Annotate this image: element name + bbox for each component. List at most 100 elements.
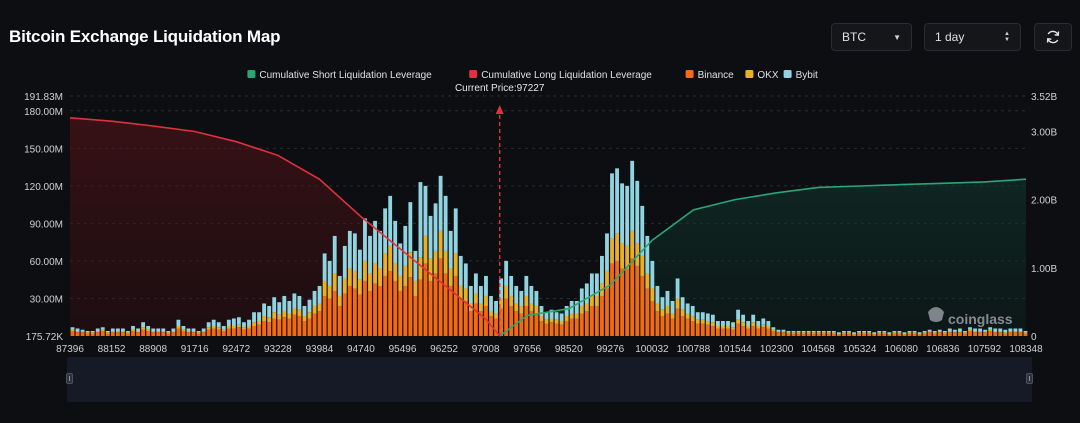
bar-okx <box>917 333 922 335</box>
bar-binance <box>710 325 715 336</box>
bar-bybit <box>292 293 297 309</box>
cumulative-areas <box>70 117 1026 336</box>
bar-bybit <box>887 332 892 334</box>
bar-bybit <box>1018 328 1023 331</box>
bar-bybit <box>907 330 912 333</box>
bar-bybit <box>332 235 337 274</box>
x-axis-tick-label: 93228 <box>264 344 292 355</box>
range-navigator[interactable] <box>66 357 1033 402</box>
bar-binance <box>700 323 705 336</box>
bar-bybit <box>645 235 650 274</box>
refresh-icon <box>1046 30 1060 44</box>
bar-bybit <box>463 263 468 289</box>
bar-bybit <box>161 328 166 331</box>
bar-binance <box>857 333 862 336</box>
bar-okx <box>645 273 650 289</box>
bar-okx <box>257 320 261 325</box>
bar-bybit <box>635 180 640 244</box>
bar-bybit <box>675 278 680 299</box>
bar-okx <box>791 332 796 334</box>
navigator-right-handle[interactable] <box>1026 373 1033 384</box>
bar-okx <box>776 330 781 333</box>
x-axis-tick-label: 91716 <box>181 344 209 355</box>
range-select[interactable]: 1 day ▲ ▼ <box>924 23 1021 51</box>
bar-bybit <box>473 273 478 294</box>
bar-binance <box>297 315 302 336</box>
bar-okx <box>660 309 665 316</box>
bar-bybit <box>867 330 872 333</box>
bar-binance <box>539 320 544 336</box>
bar-binance <box>721 328 725 336</box>
bar-okx <box>519 305 524 314</box>
bar-binance <box>574 318 579 336</box>
bar-bybit <box>363 218 367 261</box>
bar-bybit <box>90 330 95 333</box>
bar-binance <box>1008 332 1013 336</box>
bar-binance <box>403 285 408 336</box>
bar-bybit <box>630 160 635 231</box>
bar-binance <box>852 334 856 336</box>
bar-bybit <box>726 320 730 326</box>
bar-okx <box>403 265 408 286</box>
bar-series <box>70 160 1028 336</box>
bar-okx <box>201 330 206 333</box>
bar-bybit <box>231 318 236 326</box>
x-axis-tick-label: 88908 <box>139 344 167 355</box>
bar-bybit <box>857 330 862 333</box>
bar-bybit <box>736 309 740 320</box>
bar-binance <box>937 332 942 336</box>
bar-okx <box>887 333 892 335</box>
bar-bybit <box>700 312 705 320</box>
bar-bybit <box>549 309 554 319</box>
bar-binance <box>242 329 246 336</box>
left-axis-tick-label: 180.00M <box>24 107 63 118</box>
legend-swatch <box>783 70 792 78</box>
refresh-button[interactable] <box>1034 23 1072 51</box>
bar-binance <box>534 313 539 336</box>
bar-bybit <box>443 195 448 251</box>
bar-okx <box>231 325 236 329</box>
bar-binance <box>705 324 710 336</box>
bar-bybit <box>201 328 206 331</box>
bar-binance <box>968 330 972 336</box>
bar-okx <box>605 270 609 289</box>
bar-okx <box>458 285 463 299</box>
bar-bybit <box>983 329 988 331</box>
coin-select[interactable]: BTC ▼ <box>831 23 912 51</box>
bar-bybit <box>877 330 882 333</box>
bar-binance <box>584 310 589 336</box>
up-down-icon: ▲ ▼ <box>1004 31 1010 43</box>
bar-bybit <box>75 328 80 331</box>
x-axis-tick-label: 97656 <box>513 344 541 355</box>
bar-okx <box>937 330 942 333</box>
bar-okx <box>700 319 705 324</box>
bar-binance <box>1018 332 1023 336</box>
current-price-label: Current Price:97227 <box>455 83 545 94</box>
bar-binance <box>171 332 176 336</box>
bar-binance <box>685 318 690 336</box>
bar-okx <box>892 332 897 334</box>
bar-bybit <box>327 260 332 286</box>
bar-bybit <box>373 220 377 264</box>
bar-binance <box>423 263 428 336</box>
bar-bybit <box>534 290 539 306</box>
bar-okx <box>902 333 907 335</box>
bar-binance <box>231 328 236 336</box>
bar-okx <box>226 325 231 329</box>
navigator-left-handle[interactable] <box>66 373 73 384</box>
bar-okx <box>630 230 635 259</box>
bar-okx <box>463 288 468 301</box>
bar-okx <box>332 273 337 291</box>
bar-binance <box>751 325 756 336</box>
bar-okx <box>161 330 166 333</box>
bar-okx <box>852 333 856 335</box>
bar-bybit <box>489 295 493 311</box>
bar-okx <box>635 243 640 266</box>
bar-binance <box>998 332 1003 336</box>
bar-bybit <box>741 314 746 323</box>
bar-bybit <box>378 230 383 269</box>
bar-bybit <box>468 285 473 304</box>
bar-bybit <box>347 230 352 269</box>
bar-okx <box>1018 330 1023 333</box>
bar-okx <box>761 324 766 328</box>
